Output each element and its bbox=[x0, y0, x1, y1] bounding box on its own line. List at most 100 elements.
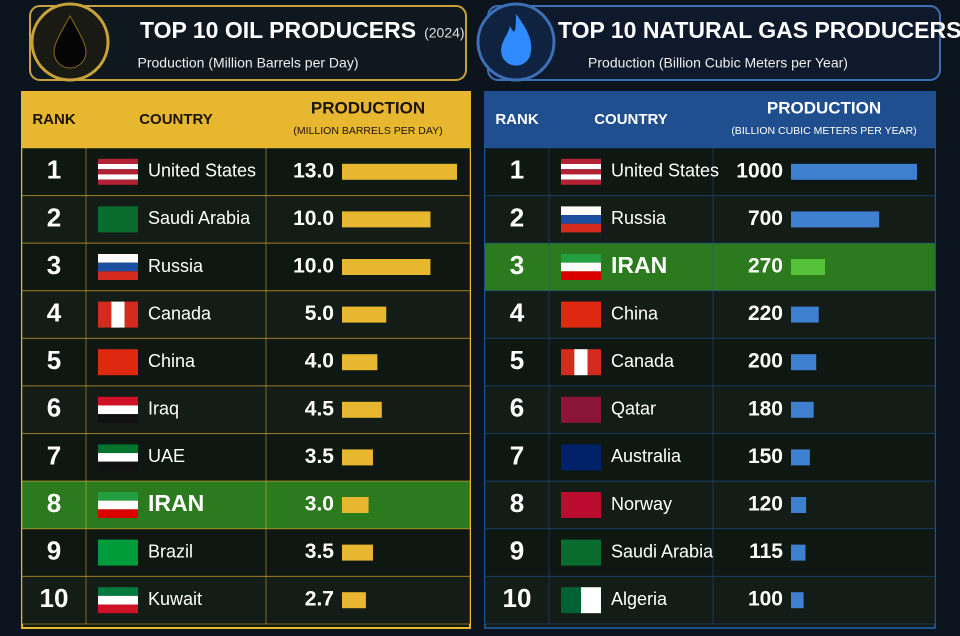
production-bar bbox=[791, 354, 817, 371]
production: 3.5 bbox=[305, 445, 335, 468]
rank: 2 bbox=[510, 202, 524, 232]
flag bbox=[98, 604, 138, 614]
flag bbox=[574, 349, 588, 376]
flag bbox=[98, 405, 138, 415]
country: Brazil bbox=[148, 541, 193, 561]
flag bbox=[111, 301, 125, 328]
rank: 4 bbox=[47, 297, 62, 327]
flag bbox=[98, 396, 138, 406]
production: 3.5 bbox=[305, 540, 335, 563]
flag bbox=[98, 301, 112, 328]
flag bbox=[98, 254, 138, 263]
table-row bbox=[21, 385, 471, 435]
flag bbox=[98, 414, 138, 423]
flag bbox=[98, 539, 138, 566]
country: Kuwait bbox=[148, 589, 202, 609]
flag bbox=[561, 444, 601, 471]
production-bar bbox=[342, 163, 457, 180]
table-row bbox=[21, 528, 471, 577]
flag bbox=[561, 301, 601, 328]
rank: 5 bbox=[47, 345, 61, 375]
table-row bbox=[484, 337, 936, 387]
table-row bbox=[21, 433, 471, 482]
column-header: PRODUCTION bbox=[767, 98, 881, 117]
country: Saudi Arabia bbox=[611, 541, 714, 561]
production: 3.0 bbox=[305, 493, 334, 516]
flag bbox=[124, 301, 138, 328]
country: United States bbox=[611, 161, 719, 181]
unit-header: (MILLION BARRELS PER DAY) bbox=[293, 125, 442, 137]
production-bar bbox=[342, 497, 369, 513]
production-bar bbox=[791, 211, 880, 228]
rank: 9 bbox=[510, 535, 524, 565]
rank: 6 bbox=[510, 393, 524, 423]
production-bar bbox=[342, 592, 366, 609]
table-row bbox=[21, 480, 471, 530]
country: UAE bbox=[148, 446, 185, 466]
production: 700 bbox=[748, 207, 783, 230]
flag bbox=[561, 271, 601, 280]
oil-drop bbox=[53, 14, 87, 69]
flag bbox=[561, 174, 601, 180]
production-bar bbox=[791, 306, 819, 323]
production-bar bbox=[342, 354, 378, 371]
production: 13.0 bbox=[293, 159, 334, 182]
table-row bbox=[484, 433, 936, 482]
production-bar bbox=[342, 449, 373, 466]
production-bar bbox=[342, 544, 373, 561]
flag bbox=[561, 179, 601, 185]
table-title: TOP 10 OIL PRODUCERS bbox=[140, 17, 416, 43]
flag bbox=[98, 164, 138, 170]
rank: 1 bbox=[47, 155, 61, 185]
table-subtitle: Production (Billion Cubic Meters per Yea… bbox=[588, 55, 848, 71]
country: Saudi Arabia bbox=[148, 208, 251, 228]
rank: 1 bbox=[510, 155, 524, 185]
flag bbox=[98, 174, 138, 180]
rank: 4 bbox=[510, 297, 525, 327]
flag bbox=[98, 169, 138, 175]
country: China bbox=[611, 303, 659, 323]
country: Canada bbox=[148, 303, 212, 323]
table-row bbox=[21, 575, 471, 625]
production-bar bbox=[342, 306, 387, 323]
column-header: PRODUCTION bbox=[311, 98, 425, 117]
flag bbox=[98, 179, 138, 185]
rank: 7 bbox=[47, 440, 61, 470]
production: 1000 bbox=[736, 159, 783, 182]
flag bbox=[98, 509, 138, 518]
country: Qatar bbox=[611, 399, 656, 419]
rank: 6 bbox=[47, 393, 61, 423]
production: 4.0 bbox=[305, 350, 334, 373]
rank: 3 bbox=[47, 250, 61, 280]
gas-flame bbox=[501, 14, 532, 66]
production-bar bbox=[791, 544, 806, 561]
production: 5.0 bbox=[305, 302, 334, 325]
flag bbox=[561, 206, 601, 216]
flag bbox=[98, 492, 138, 501]
production: 4.5 bbox=[305, 397, 335, 420]
production: 115 bbox=[749, 540, 783, 563]
unit-header: (BILLION CUBIC METERS PER YEAR) bbox=[731, 125, 916, 137]
production: 100 bbox=[748, 588, 783, 611]
flag bbox=[581, 587, 601, 614]
rank: 3 bbox=[510, 250, 524, 280]
flag bbox=[98, 206, 138, 233]
table-title: TOP 10 NATURAL GAS PRODUCERS bbox=[558, 17, 960, 43]
oil-header-box bbox=[29, 5, 467, 81]
table-subtitle: Production (Million Barrels per Day) bbox=[138, 55, 359, 71]
flag bbox=[561, 223, 601, 233]
flag bbox=[561, 262, 601, 272]
production: 2.7 bbox=[305, 588, 334, 611]
production-bar bbox=[342, 211, 431, 228]
flag bbox=[561, 158, 601, 164]
flag bbox=[561, 539, 601, 566]
flag bbox=[561, 164, 601, 170]
country: Algeria bbox=[611, 589, 668, 609]
rank: 5 bbox=[510, 345, 524, 375]
country: Russia bbox=[611, 208, 667, 228]
country: IRAN bbox=[148, 490, 204, 516]
country: China bbox=[148, 351, 196, 371]
production: 180 bbox=[748, 397, 783, 420]
table-header bbox=[22, 92, 470, 148]
